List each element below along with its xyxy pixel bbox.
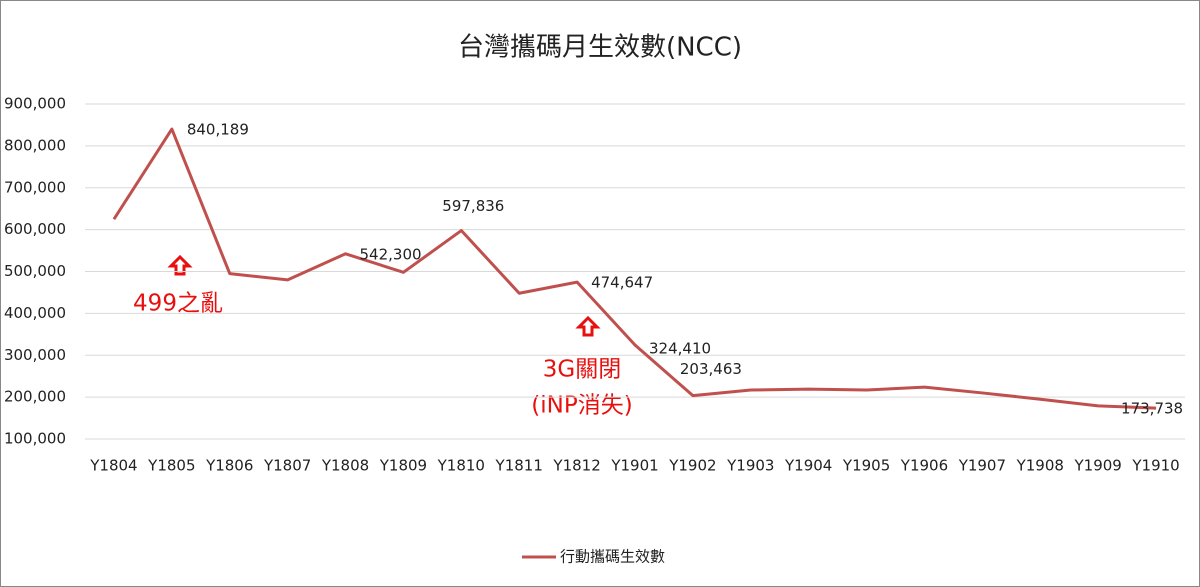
x-tick-label: Y1907: [958, 457, 1006, 475]
y-tick-label: 100,000: [4, 430, 66, 448]
y-tick-label: 900,000: [4, 95, 66, 113]
x-tick-label: Y1804: [89, 457, 137, 475]
x-tick-label: Y1902: [668, 457, 716, 475]
x-tick-label: Y1905: [842, 457, 890, 475]
y-tick-label: 800,000: [4, 136, 66, 154]
x-tick-label: Y1809: [379, 457, 427, 475]
y-tick-label: 400,000: [4, 304, 66, 322]
y-tick-label: 200,000: [4, 388, 66, 406]
arrow: [575, 315, 601, 337]
data-label: 840,189: [187, 121, 249, 139]
x-tick-label: Y1805: [147, 457, 195, 475]
arrow: [167, 254, 193, 276]
x-tick-label: Y1910: [1131, 457, 1179, 475]
x-tick-label: Y1811: [495, 457, 543, 475]
x-tick-label: Y1808: [321, 457, 369, 475]
legend-label: 行動攜碼生效數: [560, 548, 665, 566]
annotation: (iNP消失): [531, 393, 632, 419]
y-tick-label: 500,000: [4, 262, 66, 280]
x-tick-label: Y1806: [205, 457, 253, 475]
x-tick-label: Y1909: [1073, 457, 1121, 475]
annotation: 3G關閉: [543, 357, 621, 383]
chart-title: 台灣攜碼月生效數(NCC): [458, 33, 742, 63]
x-tick-label: Y1906: [900, 457, 948, 475]
x-tick-label: Y1904: [784, 457, 832, 475]
x-tick-label: Y1903: [726, 457, 774, 475]
data-label: 203,463: [680, 360, 742, 378]
x-tick-label: Y1812: [552, 457, 600, 475]
data-label: 597,836: [442, 197, 504, 215]
x-tick-label: Y1901: [610, 457, 658, 475]
x-tick-label: Y1908: [1016, 457, 1064, 475]
y-tick-label: 300,000: [4, 346, 66, 364]
data-label: 324,410: [649, 340, 711, 358]
x-tick-label: Y1807: [263, 457, 311, 475]
data-label: 173,738: [1121, 400, 1183, 418]
line: [112, 127, 1157, 410]
annotation: 499之亂: [133, 291, 223, 317]
data-label: 474,647: [591, 274, 653, 292]
y-tick-label: 700,000: [4, 178, 66, 196]
y-tick-label: 600,000: [4, 220, 66, 238]
x-tick-label: Y1810: [437, 457, 485, 475]
data-label: 542,300: [360, 245, 422, 263]
